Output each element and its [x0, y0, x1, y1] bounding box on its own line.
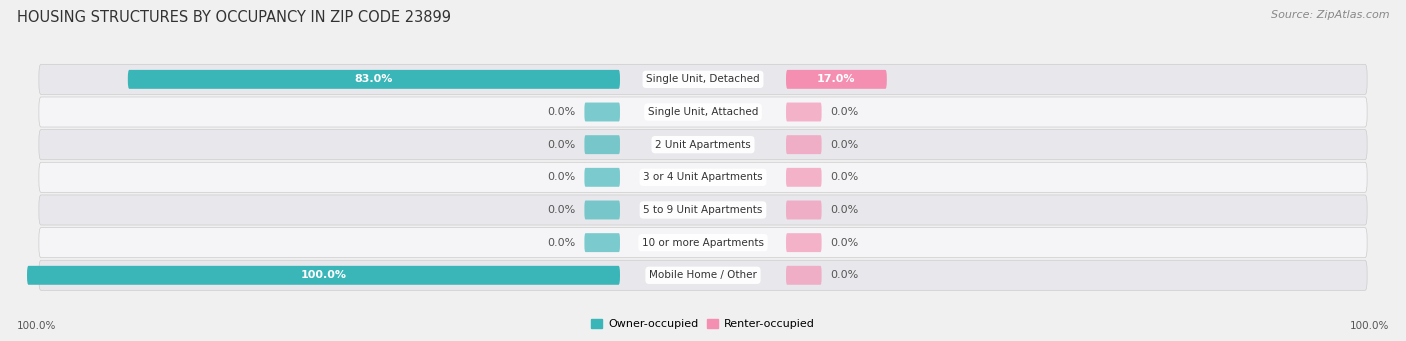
FancyBboxPatch shape	[39, 97, 1367, 127]
Text: 0.0%: 0.0%	[547, 238, 575, 248]
Text: 0.0%: 0.0%	[831, 238, 859, 248]
Text: Single Unit, Attached: Single Unit, Attached	[648, 107, 758, 117]
Text: 0.0%: 0.0%	[547, 140, 575, 150]
Text: 0.0%: 0.0%	[547, 205, 575, 215]
Text: Mobile Home / Other: Mobile Home / Other	[650, 270, 756, 280]
Text: 100.0%: 100.0%	[1350, 321, 1389, 331]
Text: 0.0%: 0.0%	[831, 205, 859, 215]
Legend: Owner-occupied, Renter-occupied: Owner-occupied, Renter-occupied	[592, 319, 814, 329]
Text: HOUSING STRUCTURES BY OCCUPANCY IN ZIP CODE 23899: HOUSING STRUCTURES BY OCCUPANCY IN ZIP C…	[17, 10, 451, 25]
FancyBboxPatch shape	[27, 266, 620, 285]
FancyBboxPatch shape	[786, 103, 821, 121]
Text: 83.0%: 83.0%	[354, 74, 394, 84]
FancyBboxPatch shape	[39, 64, 1367, 94]
Text: 0.0%: 0.0%	[547, 107, 575, 117]
FancyBboxPatch shape	[128, 70, 620, 89]
Text: 0.0%: 0.0%	[831, 172, 859, 182]
FancyBboxPatch shape	[585, 103, 620, 121]
FancyBboxPatch shape	[585, 201, 620, 220]
FancyBboxPatch shape	[786, 266, 821, 285]
FancyBboxPatch shape	[585, 233, 620, 252]
Text: 0.0%: 0.0%	[831, 107, 859, 117]
Text: 2 Unit Apartments: 2 Unit Apartments	[655, 140, 751, 150]
FancyBboxPatch shape	[585, 168, 620, 187]
FancyBboxPatch shape	[39, 227, 1367, 258]
FancyBboxPatch shape	[585, 135, 620, 154]
Text: 5 to 9 Unit Apartments: 5 to 9 Unit Apartments	[644, 205, 762, 215]
FancyBboxPatch shape	[786, 70, 887, 89]
Text: 0.0%: 0.0%	[547, 172, 575, 182]
Text: 0.0%: 0.0%	[831, 270, 859, 280]
Text: 10 or more Apartments: 10 or more Apartments	[643, 238, 763, 248]
Text: 0.0%: 0.0%	[831, 140, 859, 150]
FancyBboxPatch shape	[786, 135, 821, 154]
Text: 17.0%: 17.0%	[817, 74, 856, 84]
FancyBboxPatch shape	[39, 130, 1367, 160]
FancyBboxPatch shape	[39, 195, 1367, 225]
Text: Single Unit, Detached: Single Unit, Detached	[647, 74, 759, 84]
FancyBboxPatch shape	[39, 260, 1367, 290]
FancyBboxPatch shape	[786, 233, 821, 252]
FancyBboxPatch shape	[786, 168, 821, 187]
FancyBboxPatch shape	[786, 201, 821, 220]
Text: 3 or 4 Unit Apartments: 3 or 4 Unit Apartments	[643, 172, 763, 182]
Text: Source: ZipAtlas.com: Source: ZipAtlas.com	[1271, 10, 1389, 20]
FancyBboxPatch shape	[39, 162, 1367, 192]
Text: 100.0%: 100.0%	[301, 270, 346, 280]
Text: 100.0%: 100.0%	[17, 321, 56, 331]
